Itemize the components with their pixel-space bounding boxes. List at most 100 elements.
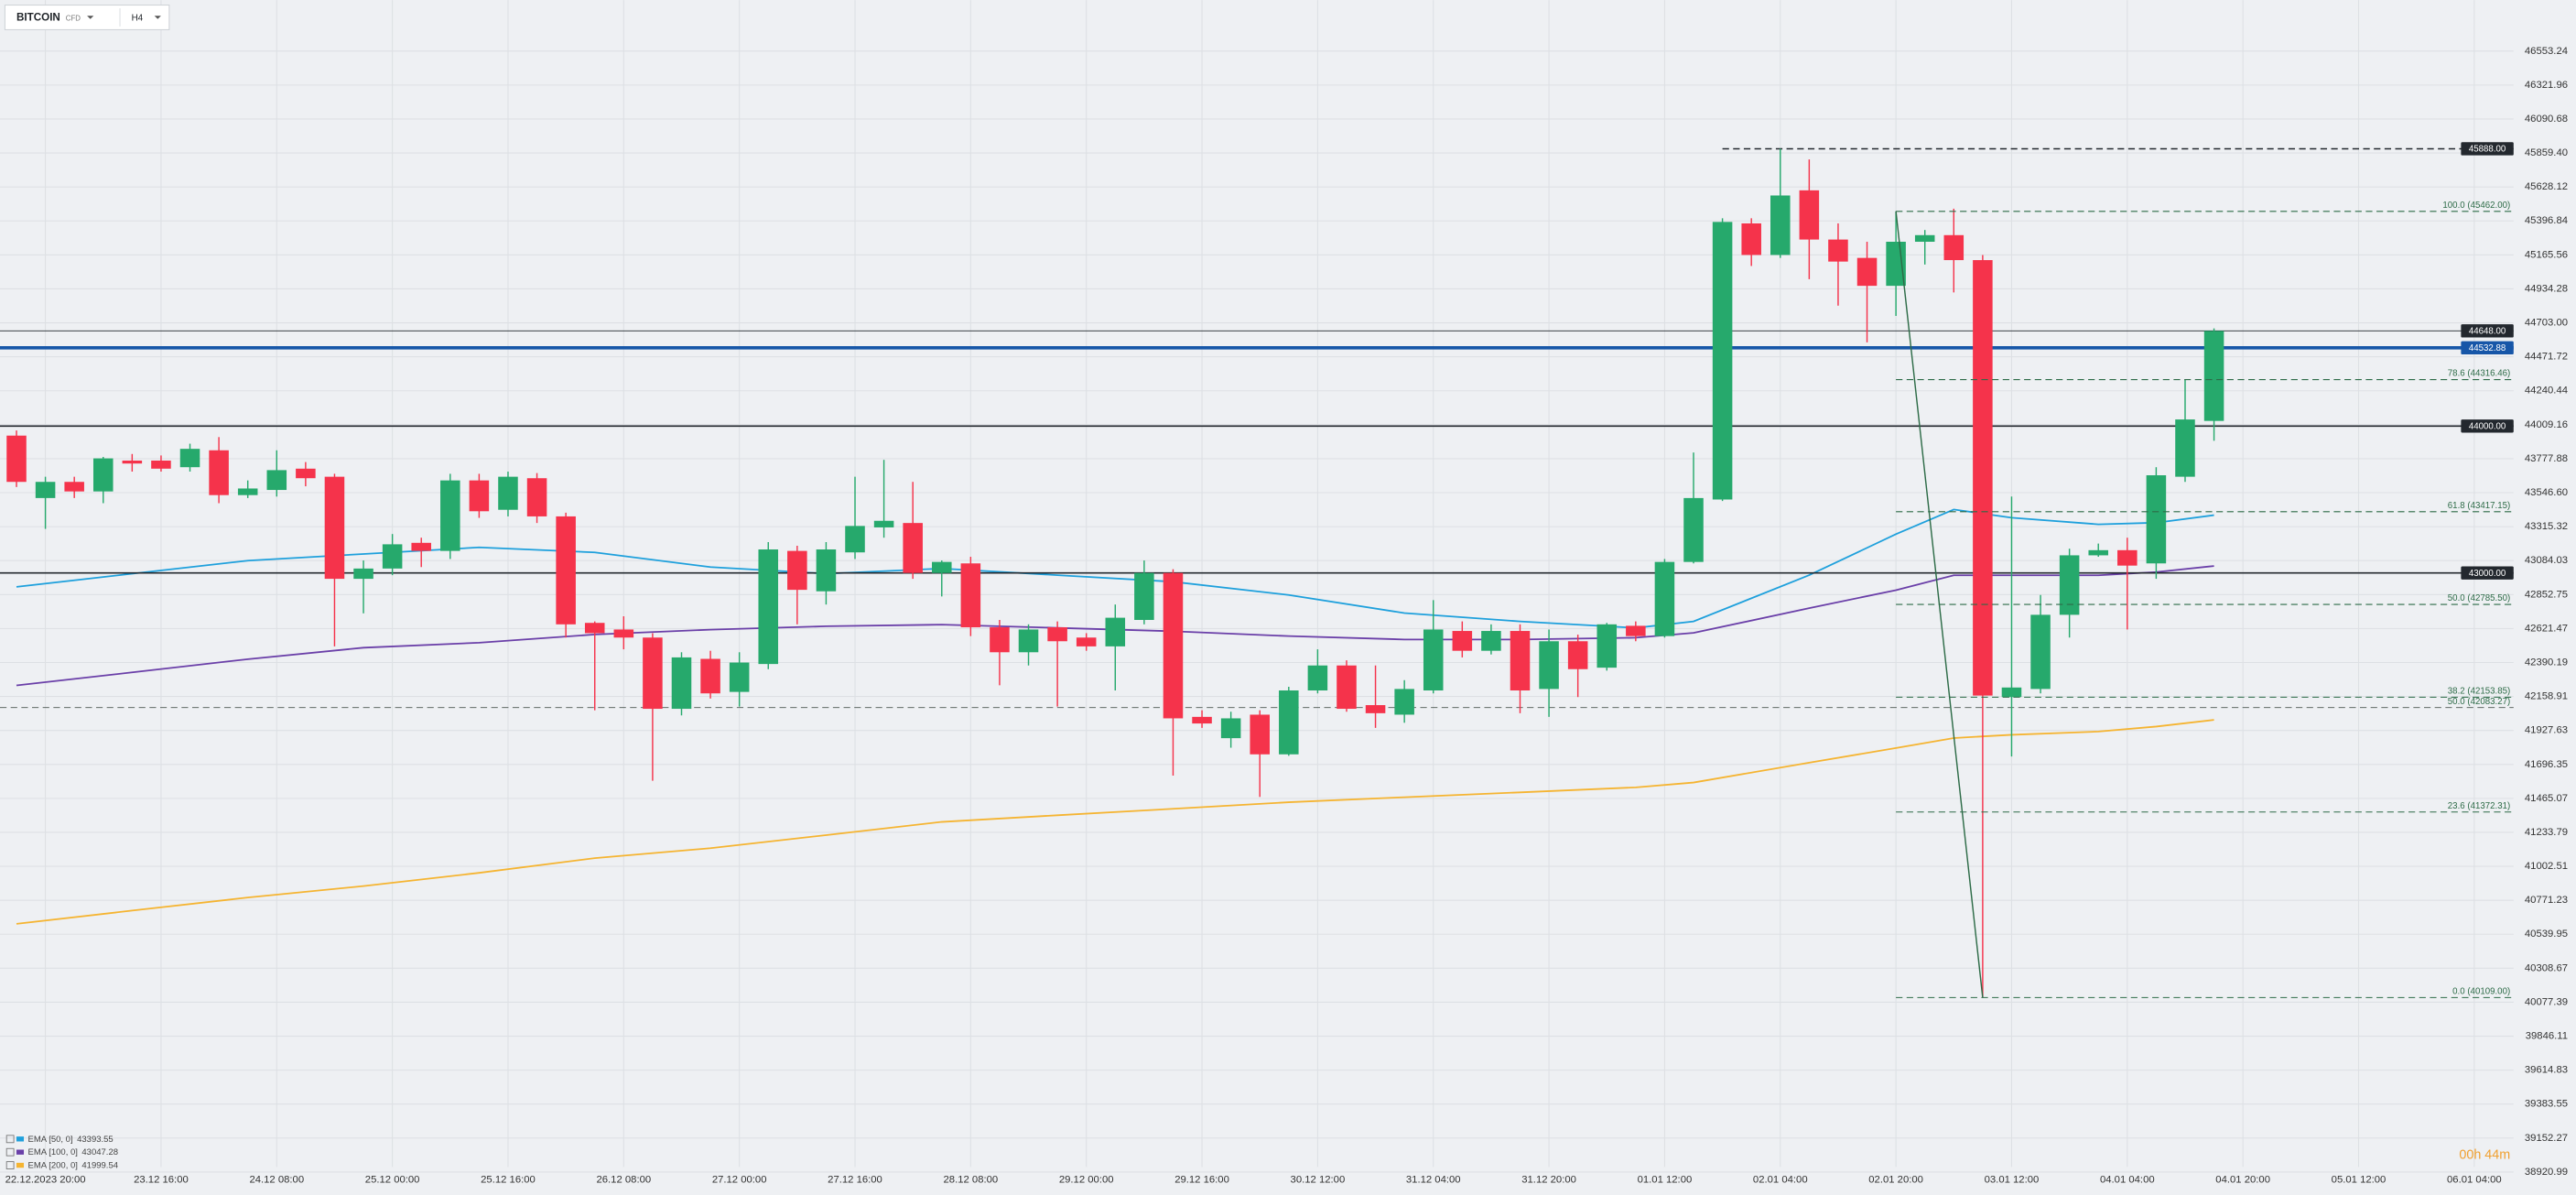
x-tick-label: 22.12.2023 20:00 [5, 1175, 86, 1186]
candle-body [35, 482, 56, 498]
x-tick-label: 30.12 12:00 [1291, 1175, 1346, 1186]
candle-body [440, 480, 460, 551]
x-tick-label: 02.01 04:00 [1753, 1175, 1808, 1186]
legend-swatch [16, 1162, 25, 1168]
y-tick-label: 40771.23 [2525, 895, 2568, 906]
candle-body [1452, 631, 1473, 651]
fib-label: 38.2 (42153.85) [2448, 686, 2510, 696]
candles [6, 148, 2224, 998]
candle-body [1626, 625, 1646, 636]
candle-body [671, 657, 692, 710]
candle-body [1076, 637, 1097, 646]
candle-body [873, 520, 894, 527]
legend-icon [5, 1161, 15, 1169]
y-tick-label: 45859.40 [2525, 147, 2568, 158]
level-labels: 45888.00 44648.00 44532.88 44000.00 43000.00… [2448, 142, 2514, 707]
candle-body [1596, 624, 1618, 668]
x-tick-label: 03.01 12:00 [1985, 1175, 2040, 1186]
legend-icon [5, 1135, 15, 1144]
y-tick-label: 45628.12 [2525, 181, 2568, 192]
y-tick-label: 42852.75 [2525, 589, 2568, 600]
legend-name: EMA [200, 0] [28, 1160, 78, 1170]
x-tick-label: 24.12 08:00 [249, 1175, 304, 1186]
candle-body [498, 476, 518, 510]
dropdown-arrow[interactable] [87, 16, 94, 19]
candle-body [6, 435, 27, 483]
candle-body [2001, 687, 2022, 698]
fib-label: 50.0 (42785.50) [2448, 593, 2510, 603]
levels [0, 147, 2514, 709]
candle-body [1018, 629, 1039, 653]
price-level-label: 45888.00 [2469, 145, 2506, 155]
price-level-box [2461, 324, 2514, 338]
candle-body [613, 629, 634, 638]
x-tick-label: 29.12 16:00 [1174, 1175, 1229, 1186]
price-level-box [2461, 341, 2514, 355]
candle-body [296, 468, 316, 479]
candle-body [2146, 475, 2167, 564]
candle-body [1220, 718, 1241, 739]
candle-body [787, 550, 807, 591]
dropdown-arrow[interactable] [154, 16, 161, 19]
legend-name: EMA [50, 0] [28, 1134, 73, 1144]
candle-body [1943, 234, 1964, 261]
symbol[interactable]: BITCOIN [16, 12, 60, 24]
candle-body [1770, 195, 1791, 255]
candle-body [209, 450, 229, 495]
y-tick-label: 41002.51 [2525, 861, 2568, 872]
y-tick-label: 45396.84 [2525, 215, 2568, 226]
candle-body [382, 544, 403, 569]
legend-icon [5, 1147, 15, 1157]
candle-body [526, 478, 547, 516]
candle-body [1539, 641, 1559, 690]
x-tick-label: 28.12 08:00 [944, 1175, 999, 1186]
candle-body [1163, 572, 1184, 719]
candle-body [122, 460, 143, 464]
candle-body [2203, 331, 2224, 421]
candle-body [932, 561, 952, 573]
candle-body [1423, 629, 1444, 690]
y-tick-label: 39152.27 [2525, 1133, 2568, 1144]
y-tick-label: 44471.72 [2525, 352, 2568, 363]
y-tick-label: 42390.19 [2525, 657, 2568, 668]
price-level-label: 44000.00 [2469, 421, 2506, 431]
candle-body [1856, 257, 1878, 287]
candle-body [1973, 260, 1993, 696]
candle-body [1683, 497, 1704, 562]
legend-swatch [16, 1149, 25, 1155]
legend-value: 43393.55 [77, 1134, 114, 1144]
x-tick-label: 31.12 04:00 [1406, 1175, 1461, 1186]
candle-body [758, 549, 779, 665]
candle-body [816, 549, 837, 592]
y-tick-label: 40308.67 [2525, 962, 2568, 973]
candle-body [1741, 223, 1761, 255]
candle-body [2059, 555, 2080, 615]
price-level-label: 44648.00 [2469, 326, 2506, 336]
market: CFD [66, 14, 81, 22]
y-tick-label: 44703.00 [2525, 318, 2568, 329]
x-tick-label: 04.01 20:00 [2215, 1175, 2270, 1186]
candle-body [1567, 641, 1588, 669]
x-tick-label: 31.12 20:00 [1521, 1175, 1576, 1186]
toolbar[interactable]: BITCOIN CFD H4 [4, 4, 170, 30]
candle-body [1105, 617, 1126, 646]
candle-body [237, 488, 258, 495]
fib-label: 78.6 (44316.46) [2448, 369, 2510, 379]
y-tick-label: 39846.11 [2526, 1031, 2568, 1042]
y-tick-label: 44240.44 [2525, 386, 2568, 397]
x-tick-label: 23.12 16:00 [134, 1175, 189, 1186]
candle-body [1799, 190, 1820, 240]
y-tick-label: 41927.63 [2525, 725, 2568, 736]
price-level-box [2461, 419, 2514, 433]
candle-body [266, 470, 287, 491]
toolbar-box [4, 4, 170, 30]
candle-timer: 00h 44m [2459, 1148, 2510, 1163]
candle-body [556, 516, 576, 625]
candle-body [643, 637, 663, 710]
x-tick-label: 25.12 16:00 [481, 1175, 536, 1186]
timeframe[interactable]: H4 [132, 13, 144, 23]
candle-body [1279, 690, 1299, 755]
candle-body [64, 482, 84, 492]
legend-entry: EMA [50, 0] 43393.55 [28, 1134, 114, 1144]
